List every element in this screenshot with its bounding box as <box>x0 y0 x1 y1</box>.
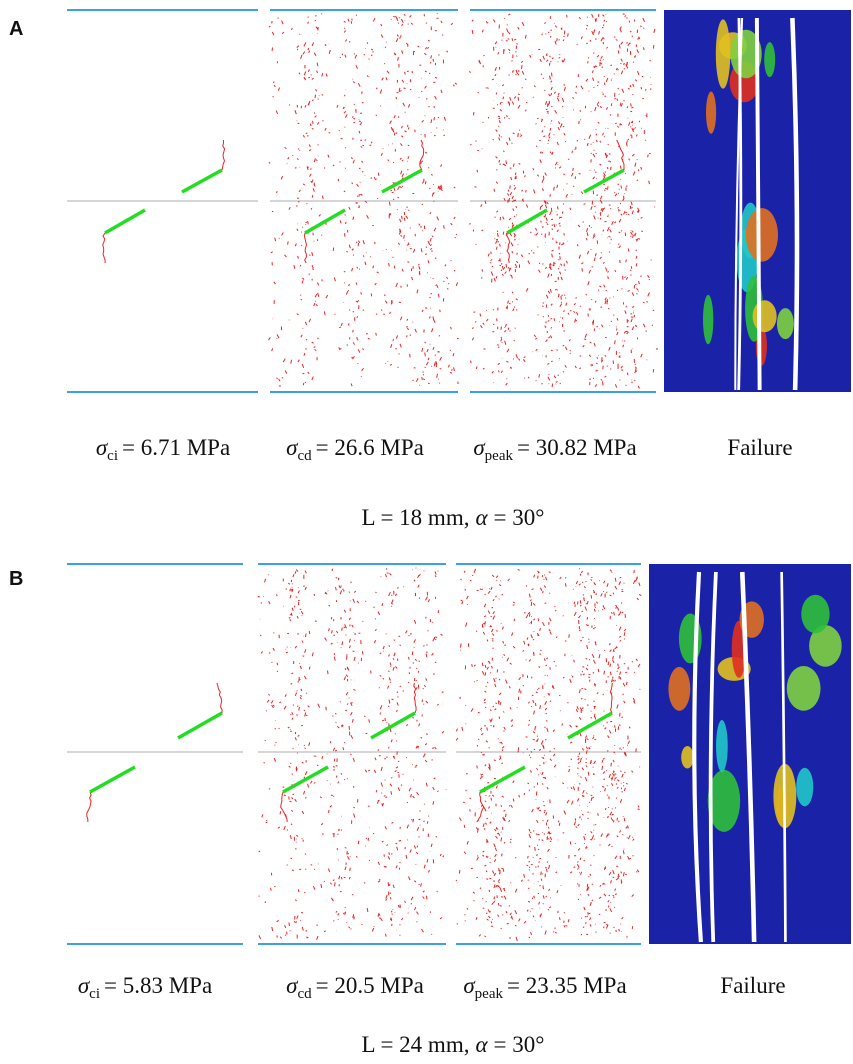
stress-value: = 23.35 MPa <box>507 973 627 998</box>
caption-suffix: = 30° <box>494 505 545 530</box>
pre-existing-flaw <box>177 711 223 740</box>
stress-value: = 30.82 MPa <box>517 435 637 460</box>
pre-existing-flaw <box>479 765 526 794</box>
fragment <box>706 91 717 134</box>
fragment <box>786 666 821 711</box>
pre-existing-flaw <box>282 765 329 794</box>
pre-existing-flaw <box>181 168 223 194</box>
caption-symbol: α <box>475 505 488 530</box>
fracture <box>754 17 762 391</box>
fragment <box>776 308 794 340</box>
stress-subscript: cd <box>298 448 313 464</box>
caption-prefix: L = 18 mm, <box>362 505 470 530</box>
fracture <box>780 571 787 943</box>
fragment <box>809 625 842 667</box>
caption-symbol: α <box>475 1032 488 1057</box>
fragment <box>752 300 777 333</box>
pre-existing-flaw <box>381 168 423 194</box>
fragment <box>745 208 779 262</box>
fragment <box>702 294 714 345</box>
pre-existing-flaw <box>567 711 613 740</box>
stress-symbol: σ <box>286 435 299 460</box>
fracture <box>692 571 703 943</box>
stress-subscript: ci <box>107 448 118 464</box>
fragment <box>715 19 731 89</box>
fracture <box>708 571 718 943</box>
fragment <box>716 719 728 773</box>
fragment <box>681 746 694 769</box>
stress-subscript: peak <box>485 448 514 464</box>
stress-label: Failure <box>727 435 792 460</box>
stress-value: = 5.83 MPa <box>104 973 212 998</box>
stress-label: σpeak = 30.82 MPa <box>473 435 636 464</box>
stress-label: σcd = 20.5 MPa <box>286 973 424 1002</box>
stress-symbol: σ <box>473 435 486 460</box>
fracture <box>739 571 757 943</box>
stress-label: Failure <box>720 973 785 998</box>
stress-value: = 26.6 MPa <box>316 435 424 460</box>
crack-pattern <box>102 139 226 264</box>
stage-name: Failure <box>720 973 785 998</box>
fracture <box>790 17 800 391</box>
stress-subscript: ci <box>89 986 100 1002</box>
caption: L = 24 mm, α = 30° <box>362 1032 545 1057</box>
pre-existing-flaw <box>104 208 146 235</box>
stress-label: σci = 5.83 MPa <box>78 973 212 1002</box>
fragment <box>764 42 776 78</box>
stress-subscript: cd <box>298 986 313 1002</box>
stress-value: = 6.71 MPa <box>122 435 230 460</box>
caption-suffix: = 30° <box>494 1032 545 1057</box>
caption: L = 18 mm, α = 30° <box>362 505 545 530</box>
caption-prefix: L = 24 mm, <box>362 1032 470 1057</box>
fragment <box>801 594 830 634</box>
fragment <box>668 666 691 711</box>
pre-existing-flaw <box>370 711 416 740</box>
crack-pattern <box>86 682 223 823</box>
pre-existing-flaw <box>304 208 346 235</box>
stress-symbol: σ <box>78 973 91 998</box>
crack-pattern <box>257 567 447 940</box>
fracture <box>734 17 744 391</box>
stress-label: σcd = 26.6 MPa <box>286 435 424 464</box>
panel-letter: B <box>9 568 23 590</box>
fragment <box>707 769 741 832</box>
stress-symbol: σ <box>286 973 299 998</box>
crack-pattern <box>268 13 459 387</box>
pre-existing-flaw <box>506 208 548 235</box>
crack-pattern <box>468 13 659 389</box>
stage-name: Failure <box>727 435 792 460</box>
crack-pattern <box>455 568 642 942</box>
stress-label: σci = 6.71 MPa <box>96 435 230 464</box>
stress-symbol: σ <box>96 435 109 460</box>
stress-symbol: σ <box>463 973 476 998</box>
panel-letter: A <box>9 18 23 40</box>
pre-existing-flaw <box>89 765 136 794</box>
fragment <box>796 767 814 807</box>
pre-existing-flaw <box>583 168 625 194</box>
stress-value: = 20.5 MPa <box>316 973 424 998</box>
stress-subscript: peak <box>475 986 504 1002</box>
stress-label: σpeak = 23.35 MPa <box>463 973 626 1002</box>
